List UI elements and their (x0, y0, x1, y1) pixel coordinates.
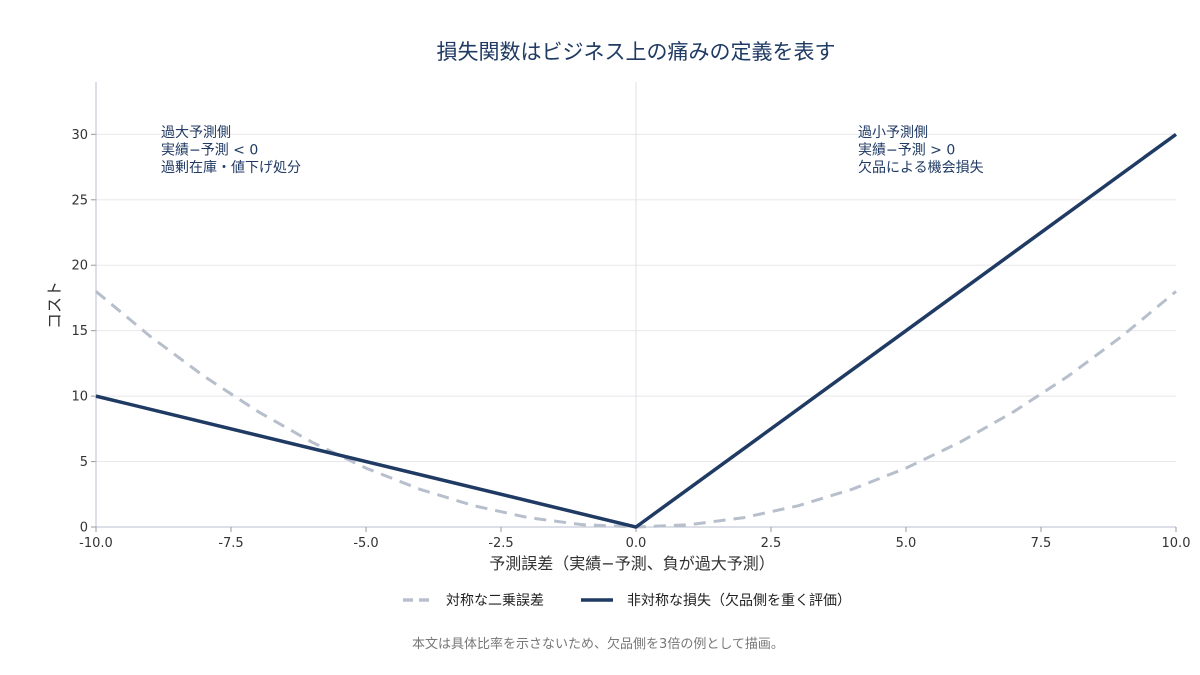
x-tick-label: -5.0 (353, 536, 378, 551)
x-tick-label: -10.0 (79, 536, 113, 551)
annotation-line: 過剰在庫・値下げ処分 (161, 159, 301, 176)
footnote: 本文は具体比率を示さないため、欠品側を3倍の例として描画。 (412, 636, 784, 652)
y-axis-label: コスト (45, 281, 64, 329)
x-tick-label: 2.5 (761, 536, 782, 551)
legend-item-1[interactable]: 対称な二乗誤差 (403, 593, 544, 609)
y-tick-label: 5 (80, 455, 88, 470)
x-axis-label: 予測誤差（実績−予測、負が過大予測） (489, 554, 774, 573)
y-tick-label: 30 (71, 128, 88, 143)
y-tick-label: 25 (71, 193, 88, 208)
annotation-line: 欠品による機会損失 (858, 160, 984, 176)
legend-item-2[interactable]: 非対称な損失（欠品側を重く評価） (581, 593, 851, 609)
annotation-line: 過小予測側 (858, 125, 928, 141)
y-tick-label: 15 (71, 324, 88, 339)
legend-label: 非対称な損失（欠品側を重く評価） (627, 593, 851, 609)
x-tick-label: 5.0 (896, 536, 917, 551)
annotation-line: 過大予測側 (161, 125, 231, 141)
legend-label: 対称な二乗誤差 (446, 593, 544, 609)
legend[interactable]: 対称な二乗誤差 非対称な損失（欠品側を重く評価） (403, 593, 851, 609)
annotation-line: 実績−予測 > 0 (858, 143, 955, 159)
y-tick-label: 0 (80, 521, 88, 536)
x-tick-label: -2.5 (488, 536, 513, 551)
x-tick-label: 7.5 (1031, 536, 1052, 551)
y-tick-label: 10 (71, 390, 88, 405)
annotation-line: 実績−予測 < 0 (161, 143, 258, 159)
x-tick-label: 0.0 (626, 536, 647, 551)
x-tick-label: 10.0 (1162, 536, 1191, 551)
chart-title: 損失関数はビジネス上の痛みの定義を表す (437, 40, 836, 64)
series-layer (95, 132, 1178, 529)
x-tick-label: -7.5 (218, 536, 243, 551)
grid (96, 82, 1176, 527)
y-tick-label: 20 (71, 259, 88, 274)
series-line-2 (95, 132, 1178, 529)
